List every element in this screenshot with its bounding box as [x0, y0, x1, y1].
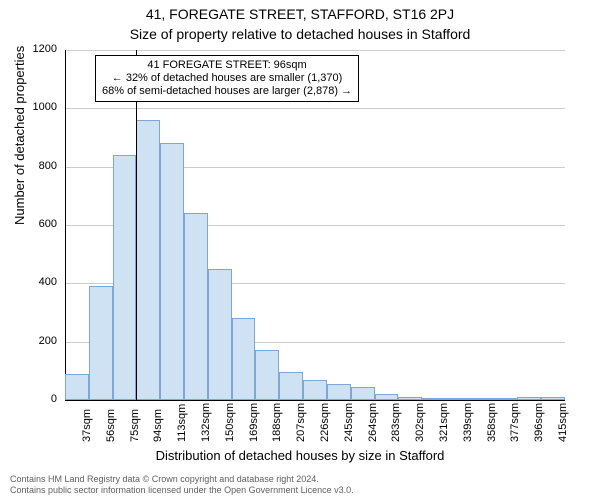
- histogram-bar: [232, 318, 256, 400]
- plot-area: 37sqm56sqm75sqm94sqm113sqm132sqm150sqm16…: [65, 50, 565, 400]
- x-tick-label: 207sqm: [295, 403, 307, 442]
- histogram-bar: [255, 350, 279, 400]
- x-tick-label: 339sqm: [462, 403, 474, 442]
- histogram-bar: [303, 380, 327, 400]
- histogram-bar: [113, 155, 137, 400]
- y-tick-label: 600: [17, 218, 57, 230]
- histogram-bar: [184, 213, 208, 400]
- x-tick-label: 37sqm: [81, 409, 93, 442]
- x-tick-label: 150sqm: [224, 403, 236, 442]
- x-tick-label: 56sqm: [105, 409, 117, 442]
- x-tick-label: 226sqm: [319, 403, 331, 442]
- chart-container: { "title_main": "41, FOREGATE STREET, ST…: [0, 0, 600, 500]
- grid-line: [65, 108, 565, 109]
- x-tick-label: 377sqm: [509, 403, 521, 442]
- x-tick-label: 396sqm: [533, 403, 545, 442]
- y-axis-title: Number of detached properties: [12, 46, 27, 225]
- x-tick-label: 415sqm: [557, 403, 569, 442]
- annotation-line1: 41 FOREGATE STREET: 96sqm: [102, 59, 352, 72]
- x-tick-label: 169sqm: [248, 403, 260, 442]
- histogram-bar: [89, 286, 113, 400]
- histogram-bar: [136, 120, 160, 400]
- x-tick-label: 132sqm: [200, 403, 212, 442]
- grid-line: [65, 50, 565, 51]
- x-axis-title: Distribution of detached houses by size …: [0, 448, 600, 463]
- x-tick-label: 94sqm: [152, 409, 164, 442]
- x-tick-label: 245sqm: [343, 403, 355, 442]
- y-axis-line: [65, 50, 66, 400]
- footer: Contains HM Land Registry data © Crown c…: [10, 474, 354, 496]
- annotation-line3: 68% of semi-detached houses are larger (…: [102, 85, 352, 98]
- footer-line2: Contains public sector information licen…: [10, 485, 354, 496]
- histogram-bar: [160, 143, 184, 400]
- y-tick-label: 1000: [17, 101, 57, 113]
- footer-line1: Contains HM Land Registry data © Crown c…: [10, 474, 354, 485]
- y-tick-label: 200: [17, 335, 57, 347]
- x-tick-label: 75sqm: [129, 409, 141, 442]
- reference-vline: [136, 50, 137, 400]
- chart-title-main: 41, FOREGATE STREET, STAFFORD, ST16 2PJ: [0, 6, 600, 22]
- x-tick-label: 113sqm: [176, 404, 188, 442]
- y-tick-label: 400: [17, 276, 57, 288]
- annotation-line2: ← 32% of detached houses are smaller (1,…: [102, 72, 352, 85]
- histogram-bar: [208, 269, 232, 400]
- x-tick-label: 188sqm: [271, 403, 283, 442]
- y-tick-label: 800: [17, 160, 57, 172]
- x-tick-label: 321sqm: [438, 403, 450, 442]
- x-tick-label: 264sqm: [367, 403, 379, 442]
- x-tick-label: 302sqm: [414, 403, 426, 442]
- histogram-bar: [65, 374, 89, 400]
- histogram-bar: [351, 387, 375, 400]
- annotation-box: 41 FOREGATE STREET: 96sqm ← 32% of detac…: [95, 55, 359, 102]
- x-axis-line: [65, 400, 565, 401]
- histogram-bar: [279, 372, 303, 400]
- histogram-bar: [327, 384, 351, 400]
- y-tick-label: 0: [17, 393, 57, 405]
- x-tick-label: 358sqm: [486, 403, 498, 442]
- x-tick-label: 283sqm: [390, 403, 402, 442]
- chart-title-sub: Size of property relative to detached ho…: [0, 26, 600, 42]
- y-tick-label: 1200: [17, 43, 57, 55]
